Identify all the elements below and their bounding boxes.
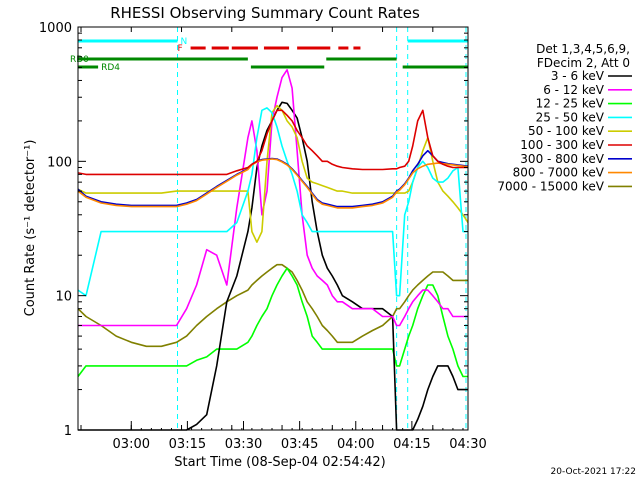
series-line-50-100keV bbox=[77, 104, 469, 243]
legend-label-7: 800 - 7000 keV bbox=[513, 166, 605, 180]
y-tick-label: 100 bbox=[47, 155, 72, 170]
legend-label-6: 300 - 800 keV bbox=[520, 152, 604, 166]
series-line-25-50keV bbox=[77, 107, 468, 297]
legend-header-1: Det 1,3,4,5,6,9, bbox=[536, 42, 630, 56]
legend-label-5: 100 - 300 keV bbox=[520, 138, 604, 152]
flag-label-f: F bbox=[178, 44, 183, 54]
flag-label-rd0: RD0 bbox=[70, 55, 89, 65]
x-tick-label: 03:30 bbox=[225, 437, 262, 452]
legend-header-2: FDecim 2, Att 0 bbox=[537, 56, 630, 70]
series-line-800-7000keV bbox=[77, 158, 469, 209]
series-line-12-25keV bbox=[77, 267, 468, 378]
legend-label-3: 25 - 50 keV bbox=[536, 110, 605, 124]
legend-label-0: 3 - 6 keV bbox=[551, 69, 605, 83]
x-tick-label: 04:30 bbox=[449, 437, 486, 452]
legend-label-2: 12 - 25 keV bbox=[536, 97, 605, 111]
flag-label-n: N bbox=[181, 37, 188, 47]
series-line-100-300keV bbox=[77, 109, 468, 176]
x-tick-label: 04:00 bbox=[337, 437, 374, 452]
legend-label-1: 6 - 12 keV bbox=[543, 83, 605, 97]
plot-area: NF RD0 RD4 bbox=[70, 27, 469, 431]
x-tick-label: 03:15 bbox=[169, 437, 206, 452]
y-tick-label: 10 bbox=[55, 290, 72, 305]
series-line-7000-15000keV bbox=[77, 263, 468, 348]
x-tick-label: 03:00 bbox=[113, 437, 150, 452]
y-axis: 1 10 100 1000 bbox=[39, 21, 468, 439]
timestamp: 20-Oct-2021 17:22 bbox=[551, 467, 636, 477]
y-tick-label: 1000 bbox=[39, 21, 72, 36]
x-tick-label: 04:15 bbox=[393, 437, 430, 452]
plot-frame bbox=[77, 26, 469, 431]
chart-title: RHESSI Observing Summary Count Rates bbox=[110, 4, 420, 22]
series-line-6-12keV bbox=[78, 69, 468, 327]
y-axis-label: Count Rate (s⁻¹ detector⁻¹) bbox=[23, 140, 38, 317]
legend-label-4: 50 - 100 keV bbox=[528, 124, 605, 138]
legend-label-8: 7000 - 15000 keV bbox=[497, 179, 604, 193]
x-tick-label: 03:45 bbox=[281, 437, 318, 452]
x-axis: 03:00 03:15 03:30 03:45 04:00 04:15 04:30 bbox=[80, 27, 487, 452]
y-tick-label: 1 bbox=[64, 424, 72, 439]
series-line-3-6keV bbox=[78, 101, 468, 431]
flag-label-rd4: RD4 bbox=[101, 63, 120, 73]
x-axis-label: Start Time (08-Sep-04 02:54:42) bbox=[174, 455, 385, 470]
